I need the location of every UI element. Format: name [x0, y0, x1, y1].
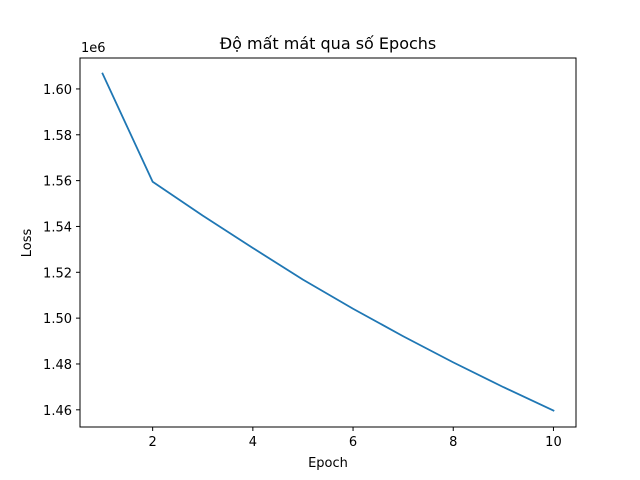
y-axis-label: Loss: [20, 229, 35, 258]
x-tick-label: 10: [545, 435, 562, 450]
x-tick-label: 6: [349, 435, 357, 450]
y-tick-label: 1.58: [43, 129, 72, 144]
x-tick-label: 8: [449, 435, 457, 450]
plot-frame: [79, 57, 577, 428]
y-tick-label: 1.60: [43, 83, 72, 98]
y-tick-label: 1.48: [43, 358, 72, 373]
y-offset-label: 1e6: [81, 41, 106, 56]
y-tick-label: 1.50: [43, 312, 72, 327]
x-tick-label: 4: [249, 435, 257, 450]
x-tick-label: 2: [149, 435, 157, 450]
y-tick-label: 1.56: [43, 175, 72, 190]
loss-series-line: [101, 72, 555, 412]
chart-title: Độ mất mát qua số Epochs: [220, 34, 437, 53]
x-axis-label: Epoch: [308, 456, 348, 471]
y-tick-label: 1.46: [43, 404, 72, 419]
y-tick-label: 1.52: [43, 266, 72, 281]
y-tick-label: 1.54: [43, 220, 72, 235]
